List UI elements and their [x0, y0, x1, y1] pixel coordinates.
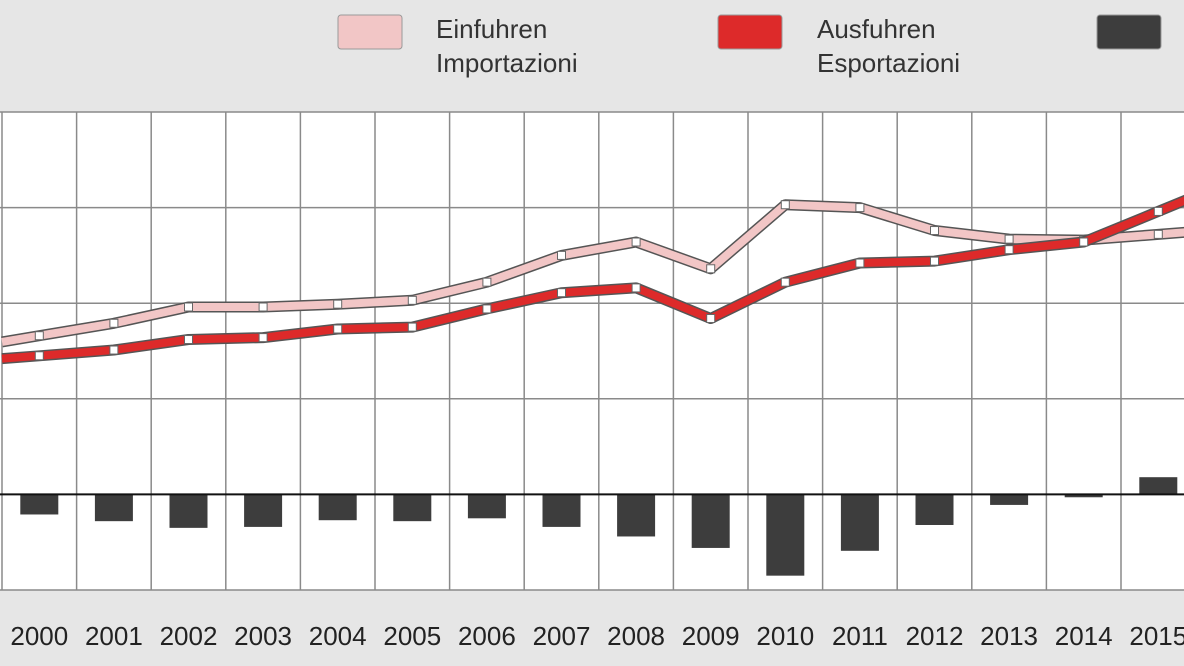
balance-bar-2003 — [244, 494, 283, 527]
legend-label-imports-line2: Importazioni — [436, 48, 578, 78]
imports-line — [1, 200, 1184, 346]
legend-swatch-balance — [1096, 14, 1162, 50]
legend-label-exports-line2: Esportazioni — [817, 48, 960, 78]
exports-point-2008 — [631, 283, 641, 293]
balance-bar-2009 — [691, 494, 730, 548]
balance-bar-2008 — [617, 494, 656, 537]
imports-point-2003 — [258, 302, 268, 312]
legend-label-imports-line1: Einfuhren — [436, 14, 547, 44]
balance-bar-2011 — [840, 494, 879, 551]
exports-point-2005 — [407, 322, 417, 332]
imports-point-2012 — [930, 226, 939, 236]
imports-point-2000 — [34, 331, 44, 341]
x-axis-tick-labels: 2000 2001 2002 2003 2004 2005 2006 2007 2008 2009… — [10, 621, 1184, 651]
balance-bar-2000 — [20, 494, 59, 515]
exports-point-2012 — [930, 256, 939, 266]
x-tick-label-2012: 2012 — [906, 621, 964, 651]
x-tick-label-2009: 2009 — [682, 621, 740, 651]
imports-point-2005 — [407, 295, 417, 305]
exports-point-2006 — [482, 304, 492, 314]
legend-swatch-imports — [337, 14, 403, 50]
balance-bar-2015 — [1139, 477, 1178, 495]
exports-point-2015 — [1153, 206, 1163, 216]
legend: Einfuhren Importazioni Ausfuhren Esporta… — [337, 14, 1162, 78]
exports-point-2013 — [1004, 245, 1014, 255]
x-tick-label-2010: 2010 — [756, 621, 814, 651]
balance-bar-2010 — [766, 494, 805, 576]
balance-bar-2001 — [94, 494, 133, 522]
x-tick-label-2005: 2005 — [383, 621, 441, 651]
balance-bar-2005 — [393, 494, 432, 522]
x-tick-label-2011: 2011 — [832, 621, 888, 651]
legend-label-exports-line1: Ausfuhren — [817, 14, 936, 44]
imports-point-2007 — [557, 250, 566, 260]
imports-point-2006 — [482, 277, 492, 287]
x-tick-label-2007: 2007 — [533, 621, 591, 651]
x-tick-label-2004: 2004 — [309, 621, 367, 651]
imports-point-2008 — [631, 237, 641, 247]
imports-point-2004 — [333, 299, 343, 309]
exports-point-2009 — [706, 313, 716, 323]
exports-point-2014 — [1079, 237, 1089, 247]
balance-bar-2007 — [542, 494, 581, 527]
series-lines — [1, 194, 1184, 365]
imports-point-2001 — [109, 318, 119, 328]
imports-point-2011 — [855, 203, 865, 213]
exports-point-2004 — [333, 324, 343, 334]
exports-point-2010 — [780, 277, 790, 287]
exports-point-2007 — [557, 288, 566, 298]
x-tick-label-2006: 2006 — [458, 621, 516, 651]
x-tick-label-2001: 2001 — [85, 621, 143, 651]
imports-point-2002 — [184, 302, 193, 312]
exports-point-2000 — [34, 351, 44, 361]
x-tick-label-2015: 2015 — [1129, 621, 1184, 651]
imports-point-2013 — [1004, 234, 1014, 244]
x-tick-label-2000: 2000 — [10, 621, 68, 651]
x-tick-label-2003: 2003 — [234, 621, 292, 651]
x-tick-label-2014: 2014 — [1055, 621, 1113, 651]
imports-point-2009 — [706, 264, 716, 274]
balance-bar-2006 — [467, 494, 506, 519]
imports-point-2010 — [780, 200, 790, 210]
balance-bar-2012 — [915, 494, 954, 525]
x-tick-label-2013: 2013 — [980, 621, 1038, 651]
balance-bar-2013 — [990, 494, 1029, 505]
exports-point-2011 — [855, 258, 865, 268]
x-tick-label-2008: 2008 — [607, 621, 665, 651]
exports-point-2003 — [258, 333, 268, 343]
exports-point-2002 — [184, 335, 193, 345]
x-tick-label-2002: 2002 — [160, 621, 218, 651]
balance-bar-2014 — [1064, 494, 1103, 498]
imports-point-2015 — [1153, 229, 1163, 239]
exports-line — [1, 196, 1184, 363]
legend-swatch-exports — [717, 14, 783, 50]
balance-bars — [20, 477, 1178, 576]
balance-bar-2004 — [318, 494, 357, 521]
exports-point-2001 — [109, 345, 119, 355]
balance-bar-2002 — [169, 494, 208, 528]
